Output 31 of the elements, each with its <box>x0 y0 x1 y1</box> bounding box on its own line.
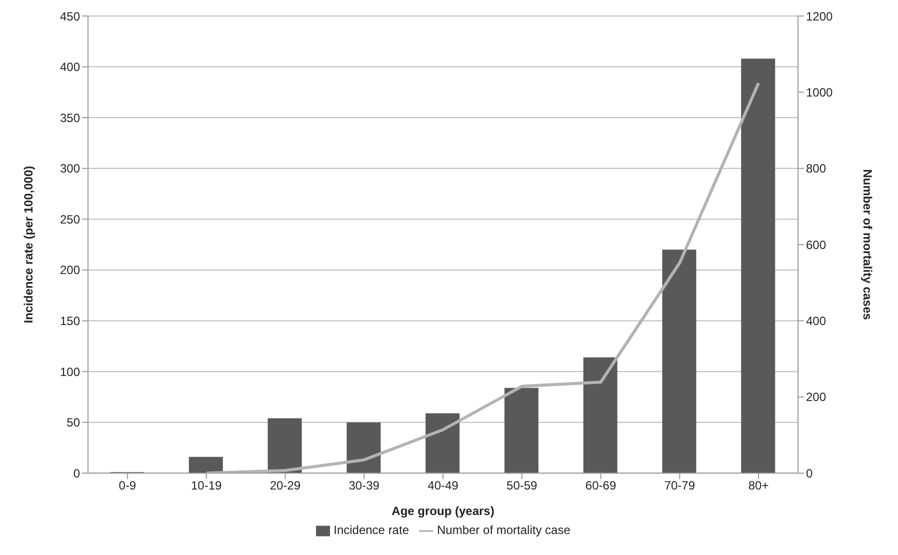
x-tick-label: 20-29 <box>270 478 301 493</box>
y-tick-label: 300 <box>60 162 80 176</box>
y-tick-label: 0 <box>73 466 80 480</box>
legend-label: Number of mortality case <box>437 523 570 538</box>
y-tick-label: 450 <box>60 9 80 24</box>
x-tick-label: 0-9 <box>118 478 136 493</box>
y-tick-label: 400 <box>60 60 80 74</box>
x-tick-label: 70-79 <box>664 478 696 493</box>
x-tick-label: 60-69 <box>585 478 616 493</box>
y2-tick-label: 600 <box>806 238 826 252</box>
y-tick-label: 150 <box>60 314 80 328</box>
y2-tick-label: 1200 <box>806 9 834 24</box>
y2-tick-label: 1000 <box>806 85 834 100</box>
y-tick-label: 250 <box>60 212 80 226</box>
x-tick-label: 10-19 <box>190 478 222 493</box>
y-tick-label: 200 <box>60 263 80 278</box>
y2-tick-label: 400 <box>806 314 826 328</box>
x-tick-label: 50-59 <box>506 478 538 493</box>
y-tick-label: 50 <box>66 416 80 430</box>
x-tick-label: 40-49 <box>428 478 459 493</box>
y2-tick-label: 800 <box>806 162 826 176</box>
y2-tick-label: 0 <box>806 466 813 480</box>
y-tick-label: 350 <box>60 110 80 125</box>
y2-tick-label: 200 <box>806 390 826 404</box>
y2-axis-title: Number of mortality cases <box>860 169 875 320</box>
legend-label: Incidence rate <box>334 523 409 538</box>
x-tick-label: 30-39 <box>348 478 380 493</box>
x-axis-title: Age group (years) <box>392 504 494 518</box>
y-axis-title: Incidence rate (per 100,000) <box>21 166 36 324</box>
y-tick-label: 100 <box>60 364 80 379</box>
x-tick-label: 80+ <box>748 478 769 493</box>
